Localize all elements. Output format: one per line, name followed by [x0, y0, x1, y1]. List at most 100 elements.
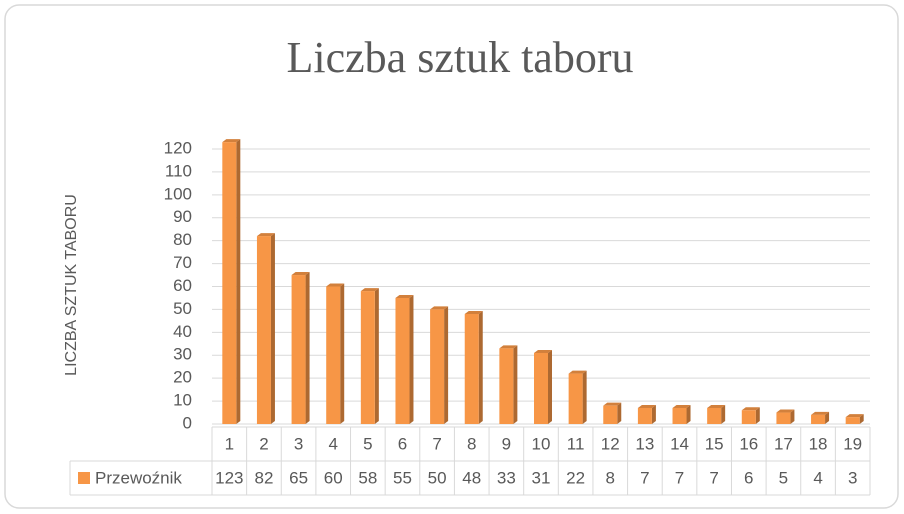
bar-face [825, 411, 830, 424]
x-tick-label: 16 [739, 434, 758, 453]
y-tick-label: 110 [165, 161, 192, 180]
bar [637, 404, 656, 424]
data-table-value: 7 [675, 468, 684, 487]
y-tick-label: 100 [164, 184, 192, 203]
data-table-value: 82 [254, 468, 273, 487]
bar-face [637, 407, 652, 424]
x-tick-label: 18 [809, 434, 828, 453]
bar-face [651, 404, 656, 424]
x-tick-label: 11 [567, 434, 585, 453]
bar-face [360, 291, 375, 424]
data-table-value: 55 [393, 468, 412, 487]
bar-face [444, 306, 449, 424]
bar-face [395, 297, 410, 424]
bar-face [776, 409, 795, 413]
x-tick-label: 3 [294, 434, 303, 453]
x-tick-label: 6 [398, 434, 407, 453]
y-tick-label: 50 [173, 299, 192, 318]
bar [360, 288, 379, 424]
bar-face [845, 414, 864, 418]
y-axis-label: LICZBA SZTUK TABORU [63, 194, 80, 376]
y-tick-label: 0 [183, 413, 192, 432]
data-table-value: 3 [848, 468, 857, 487]
bar-face [222, 139, 241, 143]
bar-face [548, 349, 552, 424]
bar-face [305, 272, 310, 424]
x-tick-label: 10 [532, 434, 551, 453]
x-tick-label: 1 [225, 434, 234, 453]
bar-face [374, 288, 379, 424]
bar-face [741, 410, 756, 424]
bar [707, 404, 726, 424]
bar-face [430, 309, 445, 424]
bar [603, 402, 622, 424]
bar-face [582, 370, 587, 424]
x-tick-label: 12 [601, 434, 620, 453]
bar-face [617, 402, 622, 424]
bar-face [222, 142, 237, 424]
data-table-value: 7 [709, 468, 718, 487]
bar-face [360, 288, 379, 292]
bar [464, 311, 483, 424]
x-tick-label: 2 [259, 434, 268, 453]
x-tick-label: 4 [328, 434, 337, 453]
bar-face [340, 283, 345, 424]
y-tick-label: 20 [173, 368, 192, 387]
y-tick-label: 70 [173, 253, 192, 272]
bar-face [534, 352, 548, 424]
data-table-value: 48 [462, 468, 481, 487]
bar-face [811, 411, 830, 415]
legend-swatch [78, 472, 90, 484]
data-table-value: 123 [215, 468, 243, 487]
x-tick-label: 15 [705, 434, 724, 453]
y-tick-label: 80 [173, 230, 192, 249]
bar-face [845, 417, 860, 424]
data-table-value: 22 [566, 468, 585, 487]
bar-face [236, 139, 241, 424]
x-tick-label: 7 [432, 434, 441, 453]
bar-face [534, 349, 552, 353]
bar-face [326, 286, 341, 424]
data-table-value: 6 [744, 468, 753, 487]
data-table-value: 65 [289, 468, 308, 487]
bar [568, 370, 587, 424]
y-tick-label: 120 [164, 138, 192, 157]
x-tick-label: 5 [363, 434, 372, 453]
bar-face [672, 404, 691, 408]
bar-face [326, 283, 345, 287]
x-tick-label: 19 [843, 434, 862, 453]
legend-label: Przewoźnik [95, 468, 182, 487]
y-tick-label: 60 [173, 276, 192, 295]
x-tick-label: 17 [774, 434, 793, 453]
bar-face [256, 236, 271, 424]
bar-face [256, 233, 275, 237]
bar-face [395, 294, 414, 298]
data-table-value: 7 [640, 468, 649, 487]
bar-face [686, 404, 691, 424]
bar-face [721, 404, 726, 424]
bar-face [672, 407, 687, 424]
bar [845, 414, 864, 424]
bar-face [603, 405, 618, 424]
bar-face [637, 404, 656, 408]
x-tick-label: 8 [467, 434, 476, 453]
y-tick-label: 30 [173, 345, 192, 364]
bar-face [859, 414, 864, 424]
data-table-value: 5 [779, 468, 788, 487]
y-tick-label: 40 [173, 322, 192, 341]
data-table-value: 4 [813, 468, 822, 487]
bar [741, 407, 760, 424]
bar-face [707, 404, 726, 408]
bar-face [478, 311, 483, 424]
bar-face [776, 412, 791, 424]
y-tick-label: 90 [173, 207, 192, 226]
bar [776, 409, 795, 424]
bar-face [568, 373, 583, 424]
data-table-value: 33 [497, 468, 516, 487]
bar-face [790, 409, 795, 424]
bar-face [811, 414, 826, 424]
bar-face [741, 407, 760, 411]
bar [222, 139, 241, 424]
bar-face [499, 348, 514, 424]
